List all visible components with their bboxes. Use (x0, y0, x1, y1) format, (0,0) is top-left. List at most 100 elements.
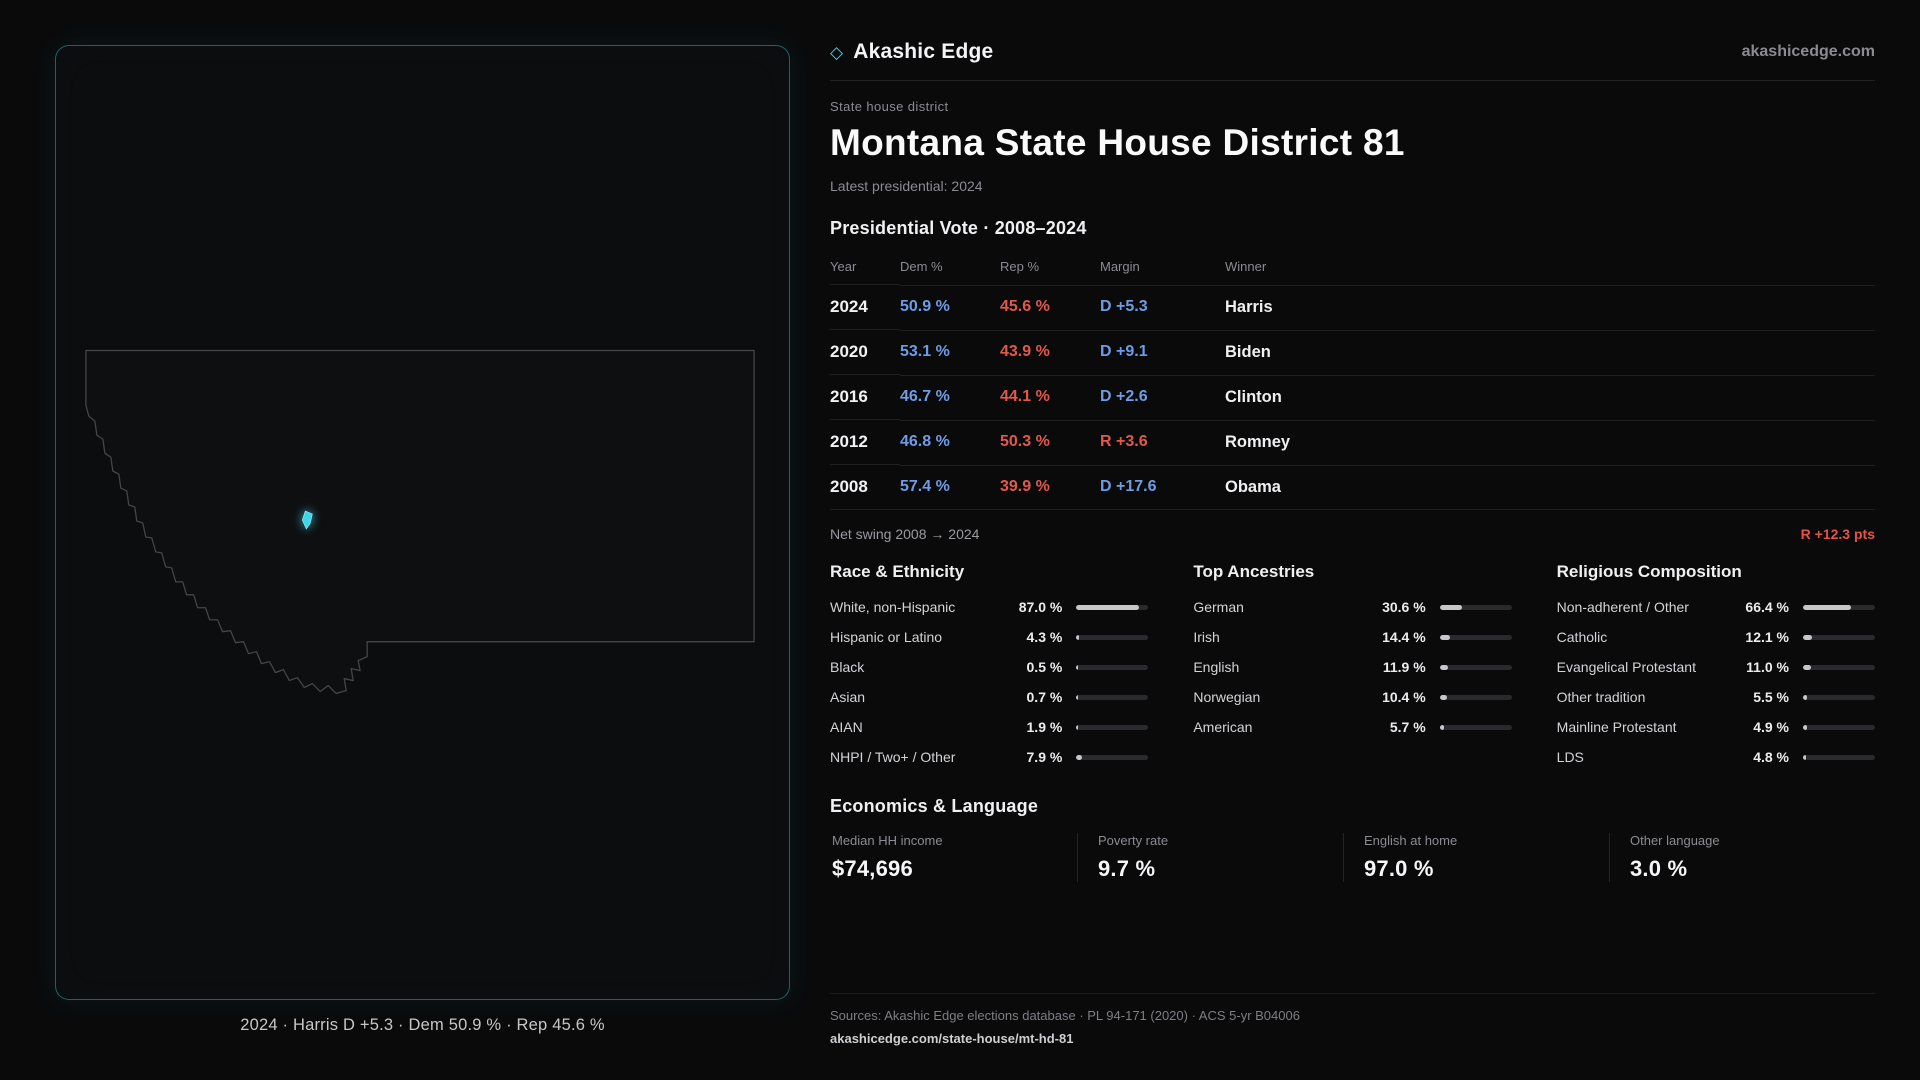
demo-label: Evangelical Protestant (1556, 659, 1696, 675)
demo-value: 87.0 % (1018, 599, 1063, 615)
col-header-year: Year (830, 259, 857, 274)
sources-text: Sources: Akashic Edge elections database… (830, 1008, 1300, 1023)
demo-row: NHPI / Two+ / Other 7.9 % (830, 742, 1149, 772)
demo-label: English (1193, 659, 1240, 675)
bar-track (1076, 604, 1149, 610)
bar-track (1439, 664, 1512, 670)
vote-row-2008: 2008 57.4 % 39.9 % D +17.6 Obama (830, 464, 1875, 509)
demo-value: 5.5 % (1753, 689, 1789, 705)
vote-row-2016: 2016 46.7 % 44.1 % D +2.6 Clinton (830, 374, 1875, 419)
bar-fill (1076, 754, 1083, 760)
bar-fill (1439, 604, 1462, 610)
report-header: ◇ Akashic Edge akashicedge.com (830, 40, 1875, 81)
map-caption: 2024 · Harris D +5.3 · Dem 50.9 % · Rep … (240, 1016, 605, 1034)
bar-track (1803, 664, 1875, 670)
stat-value: 9.7 % (1098, 856, 1156, 881)
demo-value: 7.9 % (1026, 749, 1063, 765)
demo-label: Mainline Protestant (1556, 719, 1677, 735)
demo-label: German (1193, 599, 1244, 615)
demo-label: Other tradition (1556, 689, 1646, 705)
bar-fill (1076, 694, 1078, 700)
dem-cell: 50.9 % (900, 285, 1000, 328)
montana-map (85, 349, 755, 695)
demo-value: 12.1 % (1745, 629, 1789, 645)
top-ancestries-section: Top Ancestries German 30.6 % Irish 14.4 … (1193, 562, 1512, 772)
rep-cell: 39.9 % (1000, 465, 1100, 508)
demo-label: American (1193, 719, 1253, 735)
margin-cell: R +3.6 (1100, 420, 1225, 463)
demo-row: American 5.7 % (1193, 712, 1512, 742)
demo-row: Asian 0.7 % (830, 682, 1149, 712)
bar-fill (1803, 664, 1811, 670)
year-cell: 2008 (830, 464, 900, 509)
demo-label: Hispanic or Latino (830, 629, 943, 645)
demo-label: Asian (830, 689, 866, 705)
footer: Sources: Akashic Edge elections database… (830, 993, 1875, 1046)
bar-fill (1076, 724, 1078, 730)
margin-cell: D +2.6 (1100, 375, 1225, 418)
vote-row-2020: 2020 53.1 % 43.9 % D +9.1 Biden (830, 329, 1875, 374)
demo-value: 11.9 % (1382, 659, 1426, 675)
col-header-margin: Margin (1100, 259, 1140, 274)
demo-value: 1.9 % (1026, 719, 1063, 735)
demo-value: 30.6 % (1382, 599, 1426, 615)
bar-track (1076, 664, 1149, 670)
demo-row: LDS 4.8 % (1557, 742, 1875, 772)
demo-value: 66.4 % (1745, 599, 1789, 615)
site-domain: akashicedge.com (1741, 43, 1875, 60)
demo-label: Black (830, 659, 865, 675)
margin-cell: D +17.6 (1100, 465, 1225, 508)
bar-fill (1439, 724, 1444, 730)
bar-track (1076, 634, 1149, 640)
winner-cell: Biden (1225, 329, 1875, 374)
dem-cell: 46.7 % (900, 375, 1000, 418)
bar-fill (1076, 604, 1139, 610)
rep-cell: 43.9 % (1000, 330, 1100, 373)
stat-value: $74,696 (832, 856, 913, 881)
year-cell: 2020 (830, 329, 900, 374)
page-url: akashicedge.com/state-house/mt-hd-81 (830, 1031, 1074, 1046)
kicker-label: State house district (830, 99, 949, 114)
stat-label: English at home (1364, 833, 1458, 848)
winner-cell: Romney (1225, 419, 1875, 464)
stat-poverty-rate: Poverty rate 9.7 % (1077, 833, 1343, 882)
demo-row: Norwegian 10.4 % (1193, 682, 1512, 712)
bar-fill (1439, 634, 1451, 640)
winner-cell: Obama (1225, 464, 1875, 509)
bar-fill (1803, 604, 1851, 610)
diamond-icon: ◇ (830, 43, 844, 62)
dem-cell: 46.8 % (900, 420, 1000, 463)
winner-cell: Harris (1225, 284, 1875, 329)
demo-row: Irish 14.4 % (1193, 622, 1512, 652)
demo-row: Other tradition 5.5 % (1557, 682, 1875, 712)
dem-cell: 57.4 % (900, 465, 1000, 508)
presidential-vote-table: Year Dem % Rep % Margin Winner 2024 50.9… (830, 251, 1875, 510)
bar-fill (1803, 634, 1812, 640)
demo-value: 4.3 % (1026, 629, 1063, 645)
stat-value: 97.0 % (1364, 856, 1434, 881)
demo-label: Irish (1193, 629, 1220, 645)
stat-label: Other language (1630, 833, 1720, 848)
winner-cell: Clinton (1225, 374, 1875, 419)
net-swing-value: R +12.3 pts (1800, 526, 1875, 542)
bar-fill (1439, 664, 1449, 670)
bar-fill (1439, 694, 1448, 700)
year-cell: 2012 (830, 419, 900, 464)
demo-value: 0.5 % (1026, 659, 1063, 675)
bar-track (1803, 754, 1875, 760)
district-map-panel (55, 45, 790, 1000)
year-cell: 2024 (830, 284, 900, 329)
vote-row-2012: 2012 46.8 % 50.3 % R +3.6 Romney (830, 419, 1875, 464)
demo-value: 5.7 % (1389, 719, 1426, 735)
stat-value: 3.0 % (1630, 856, 1688, 881)
map-section: 2024 · Harris D +5.3 · Dem 50.9 % · Rep … (55, 45, 790, 1035)
stat-label: Poverty rate (1098, 833, 1169, 848)
demo-label: Non-adherent / Other (1556, 599, 1689, 615)
vote-table-header-row: Year Dem % Rep % Margin Winner (830, 251, 1875, 284)
rep-cell: 45.6 % (1000, 285, 1100, 328)
bar-fill (1076, 664, 1078, 670)
district-81-marker (302, 510, 313, 530)
bar-track (1439, 634, 1512, 640)
demo-row: Mainline Protestant 4.9 % (1557, 712, 1875, 742)
